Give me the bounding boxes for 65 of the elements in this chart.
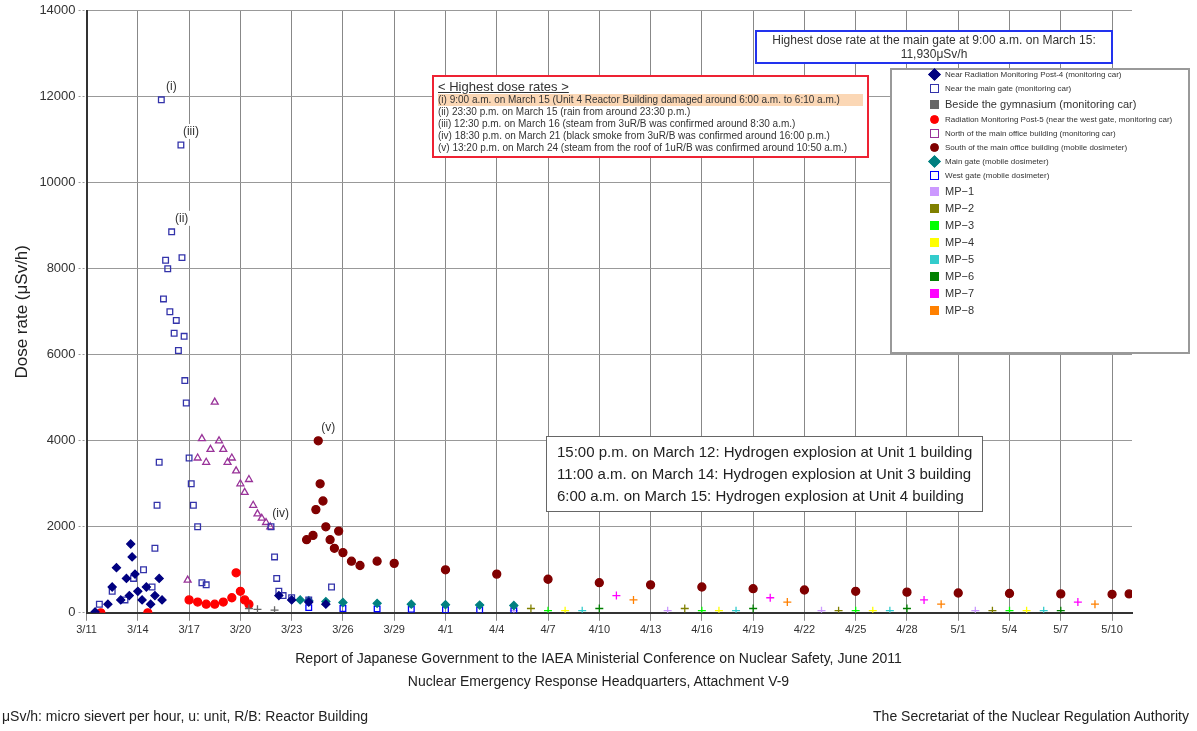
- y-tick-label: 14000: [39, 2, 76, 18]
- x-tick-label: 5/7: [1053, 623, 1069, 636]
- x-tick-label: 4/7: [540, 623, 556, 636]
- x-tick-label: 3/14: [127, 623, 149, 636]
- legend-label: Main gate (mobile dosimeter): [945, 157, 1049, 166]
- legend-label: MP−7: [945, 287, 975, 300]
- y-tick-label: 2000: [46, 518, 76, 534]
- legend-label: West gate (mobile dosimeter): [945, 171, 1050, 180]
- x-tick-label: 3/11: [76, 623, 97, 636]
- legend-label: MP−6: [945, 270, 975, 283]
- legend-label: MP−8: [945, 304, 975, 317]
- legend-label: Beside the gymnasium (monitoring car): [945, 98, 1137, 111]
- x-tick-label: 4/22: [793, 623, 816, 636]
- y-tick-label: 10000: [39, 174, 76, 190]
- legend-label: North of the main office building (monitoring car): [945, 129, 1116, 138]
- annotation: (v) 13:20 p.m. on March 24 (steam from the roof of 1uR/B was confirmed around 10:50 a.m.): [438, 142, 849, 154]
- x-tick-label: 3/26: [332, 623, 354, 636]
- x-tick-label: 4/10: [588, 623, 611, 636]
- annotation: (ii): [174, 211, 189, 226]
- annotation: (ii) 23:30 p.m. on March 15 (rain from around 23:30 p.m.): [438, 106, 692, 118]
- annotation: (iv) 18:30 p.m. on March 21 (black smoke from 3uR/B was confirmed around 16:00 p.m.): [438, 130, 831, 142]
- annotation: (iii): [182, 124, 199, 139]
- annotation: Highest dose rate at the main gate at 9:00 a.m. on March 15: 11,930μSv/h: [755, 30, 1113, 64]
- legend-label: MP−4: [945, 236, 975, 249]
- x-tick-label: 4/19: [742, 623, 764, 636]
- x-tick-label: 5/1: [950, 623, 966, 636]
- y-tick-label: 8000: [46, 260, 76, 276]
- text: The Secretariat of the Nuclear Regulation Authority: [873, 708, 1189, 724]
- annotation: (v): [321, 420, 336, 435]
- x-tick-label: 3/29: [383, 623, 405, 636]
- legend-label: Radiation Monitoring Post-5 (near the west gate, monitoring car): [945, 115, 1173, 124]
- x-tick-label: 3/17: [178, 623, 200, 636]
- annotation: 11:00 a.m. on March 14: Hydrogen explosion at Unit 3 building: [557, 464, 973, 484]
- annotation: 15:00 p.m. on March 12: Hydrogen explosion at Unit 1 building: [557, 442, 973, 462]
- x-tick-label: 4/1: [437, 623, 454, 636]
- legend-label: MP−2: [945, 202, 975, 215]
- legend-label: Near the main gate (monitoring car): [945, 84, 1072, 93]
- annotation: (i): [165, 79, 177, 94]
- legend-label: MP−5: [945, 253, 975, 266]
- text: Report of Japanese Government to the IAEA Ministerial Conference on Nuclear Safety, June 2011: [294, 650, 903, 666]
- y-tick-label: 0: [68, 604, 76, 620]
- text: Nuclear Emergency Response Headquarters, Attachment V-9: [406, 673, 791, 689]
- y-axis-title: Dose rate (μSv/h): [11, 245, 31, 379]
- x-tick-label: 3/23: [280, 623, 303, 636]
- x-tick-label: 4/25: [844, 623, 867, 636]
- annotation: < Highest dose rates >: [438, 79, 570, 94]
- annotation: (iii) 12:30 p.m. on March 16 (steam from 3uR/B was confirmed around 8:30 a.m.): [438, 118, 797, 130]
- legend-label: MP−1: [945, 185, 975, 198]
- x-tick-label: 5/10: [1101, 623, 1123, 636]
- x-tick-label: 5/4: [1001, 623, 1018, 636]
- x-tick-label: 4/16: [691, 623, 713, 636]
- y-tick-label: 12000: [39, 88, 76, 104]
- annotation: (iv): [272, 506, 289, 521]
- x-tick-label: 4/28: [896, 623, 918, 636]
- x-tick-label: 4/13: [639, 623, 662, 636]
- legend-label: MP−3: [945, 219, 975, 232]
- annotation: (i) 9:00 a.m. on March 15 (Unit 4 Reactor Building damaged around 6:00 a.m. to 6:10 a.m.): [438, 94, 863, 106]
- legend-label: South of the main office building (mobile dosimeter): [945, 143, 1128, 152]
- y-tick-label: 4000: [46, 432, 76, 448]
- text: μSv/h: micro sievert per hour, u: unit, R/B: Reactor Building: [2, 708, 369, 724]
- y-tick-label: 6000: [46, 346, 76, 362]
- x-tick-label: 3/20: [229, 623, 252, 636]
- legend-label: Near Radiation Monitoring Post-4 (monitoring car): [945, 70, 1122, 79]
- x-tick-label: 4/4: [489, 623, 505, 636]
- annotation: 6:00 a.m. on March 15: Hydrogen explosion at Unit 4 building: [557, 486, 965, 506]
